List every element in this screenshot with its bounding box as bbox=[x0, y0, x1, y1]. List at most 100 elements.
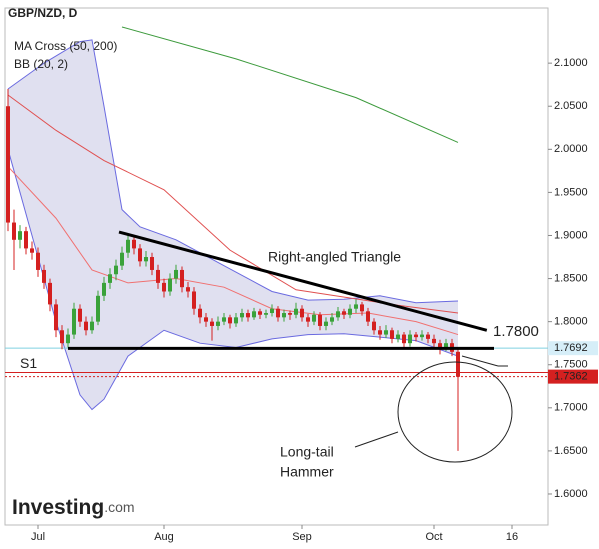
candle-body bbox=[174, 269, 178, 279]
candle-body bbox=[162, 282, 166, 292]
candle-body bbox=[270, 308, 274, 314]
candle-body bbox=[414, 334, 418, 338]
candle-body bbox=[300, 308, 304, 318]
legend-text: MA Cross (50, 200) bbox=[14, 39, 117, 53]
candle-body bbox=[6, 106, 10, 223]
y-tick-label: 1.9500 bbox=[554, 186, 588, 198]
candle-body bbox=[210, 321, 214, 326]
candle-body bbox=[294, 308, 298, 315]
candle-body bbox=[258, 311, 262, 315]
logo-text: Investing bbox=[12, 496, 104, 519]
y-tick-label: 2.1000 bbox=[554, 57, 588, 69]
candle-body bbox=[144, 257, 148, 262]
y-tick-label: 1.8000 bbox=[554, 316, 588, 328]
candle-body bbox=[198, 308, 202, 318]
plot-area bbox=[5, 26, 548, 451]
candle-body bbox=[30, 248, 34, 253]
candle-body bbox=[408, 334, 412, 344]
candle-body bbox=[108, 274, 112, 283]
candle-body bbox=[360, 304, 364, 312]
candle-body bbox=[282, 313, 286, 318]
candle-body bbox=[234, 317, 238, 324]
triangle-label: Right-angled Triangle bbox=[268, 249, 401, 265]
hammer-circle bbox=[397, 361, 513, 463]
price-box bbox=[548, 369, 598, 384]
candle-body bbox=[114, 265, 118, 275]
candle-body bbox=[72, 308, 76, 335]
price-label: 1.7362 bbox=[554, 371, 588, 383]
candle-body bbox=[402, 334, 406, 344]
candle-body bbox=[366, 311, 370, 322]
candle-body bbox=[336, 311, 340, 318]
moving-average bbox=[7, 166, 459, 336]
pointer-line bbox=[354, 431, 399, 448]
candle-body bbox=[426, 334, 430, 339]
moving-average bbox=[121, 26, 459, 143]
candle-body bbox=[18, 231, 22, 240]
candle-body bbox=[156, 269, 160, 283]
hammer-label: Long-tail bbox=[280, 444, 334, 460]
logo: Investing.com bbox=[12, 496, 135, 519]
candle-body bbox=[228, 317, 232, 324]
candle-body bbox=[312, 314, 316, 322]
price-box bbox=[548, 341, 598, 356]
level-label: 1.7800 bbox=[493, 323, 539, 340]
candle-body bbox=[348, 308, 352, 315]
candle-body bbox=[420, 334, 424, 338]
candle-body bbox=[66, 334, 70, 344]
candle-body bbox=[192, 291, 196, 309]
y-tick-label: 2.0500 bbox=[554, 100, 588, 112]
x-tick-label: Jul bbox=[31, 531, 45, 543]
candle-body bbox=[84, 321, 88, 331]
candle-body bbox=[216, 321, 220, 326]
y-tick-label: 1.9000 bbox=[554, 229, 588, 241]
candle-body bbox=[264, 313, 268, 315]
candle-body bbox=[180, 269, 184, 288]
candle-body bbox=[96, 295, 100, 322]
candle-body bbox=[432, 338, 436, 344]
candle-body bbox=[60, 330, 64, 344]
band-lower bbox=[7, 149, 459, 411]
candle-body bbox=[54, 304, 58, 331]
pointer-line bbox=[461, 355, 499, 367]
chart-title: GBP/NZD, D bbox=[8, 6, 78, 20]
candle-body bbox=[102, 282, 106, 296]
candle-body bbox=[330, 317, 334, 322]
x-tick-label: Oct bbox=[425, 531, 442, 543]
candle-body bbox=[372, 321, 376, 331]
candle-body bbox=[12, 222, 16, 240]
candle-body bbox=[288, 313, 292, 315]
candle-body bbox=[456, 351, 460, 377]
candle-body bbox=[276, 308, 280, 318]
candle-body bbox=[306, 317, 310, 322]
candle-body bbox=[42, 269, 46, 283]
y-tick-label: 1.6000 bbox=[554, 488, 588, 500]
candle-body bbox=[324, 321, 328, 326]
candle-body bbox=[78, 308, 82, 322]
candle-body bbox=[438, 343, 442, 348]
candle-body bbox=[396, 334, 400, 339]
candle-body bbox=[168, 278, 172, 292]
price-label: 1.7692 bbox=[554, 342, 588, 354]
candle-body bbox=[186, 287, 190, 292]
candle-body bbox=[36, 252, 40, 270]
candle-body bbox=[90, 321, 94, 331]
candle-body bbox=[252, 311, 256, 318]
y-tick-label: 1.6500 bbox=[554, 445, 588, 457]
x-tick-label: 16 bbox=[506, 531, 518, 543]
candle-body bbox=[120, 252, 124, 266]
y-tick-label: 2.0000 bbox=[554, 143, 588, 155]
band-fill bbox=[8, 39, 458, 410]
candle-body bbox=[48, 282, 52, 305]
legend-text: BB (20, 2) bbox=[14, 57, 68, 71]
candle-body bbox=[342, 311, 346, 315]
candle-body bbox=[150, 257, 154, 270]
candle-body bbox=[222, 317, 226, 322]
candle-body bbox=[126, 239, 130, 253]
trend-line bbox=[118, 230, 488, 332]
candle-body bbox=[384, 330, 388, 335]
x-tick-label: Aug bbox=[154, 531, 174, 543]
candle-body bbox=[138, 248, 142, 262]
candle-body bbox=[354, 304, 358, 309]
